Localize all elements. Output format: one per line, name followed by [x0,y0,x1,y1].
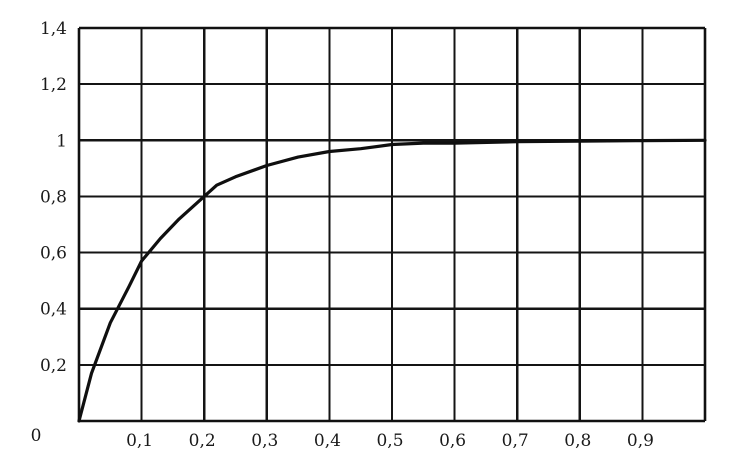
x-tick-label-7: 0,7 [502,431,529,451]
y-tick-label-6: 1,2 [40,75,67,95]
y-tick-label-2: 0,4 [40,300,67,320]
x-tick-label-3: 0,3 [251,431,278,451]
x-tick-label-6: 0,6 [439,431,466,451]
x-tick-label-8: 0,8 [564,431,591,451]
origin-label: 0 [31,426,42,446]
x-tick-label-4: 0,4 [314,431,341,451]
y-tick-label-4: 0,8 [40,187,67,207]
tick-label-layer: 0,2 0,4 0,6 0,8 1 1,2 1,4 0,1 0,2 0,3 0,4 0,5 0,6 0,7… [31,19,654,451]
y-tick-label-5: 1 [56,131,67,151]
y-tick-label-1: 0,2 [40,356,67,376]
x-tick-label-1: 0,1 [126,431,153,451]
x-tick-label-9: 0,9 [627,431,654,451]
plot-frame [77,26,707,423]
y-tick-label-7: 1,4 [40,19,67,39]
y-tick-label-3: 0,6 [40,244,67,264]
series-line-1 [77,138,707,423]
series-layer [77,138,707,423]
x-tick-label-5: 0,5 [376,431,403,451]
x-tick-label-2: 0,2 [189,431,216,451]
